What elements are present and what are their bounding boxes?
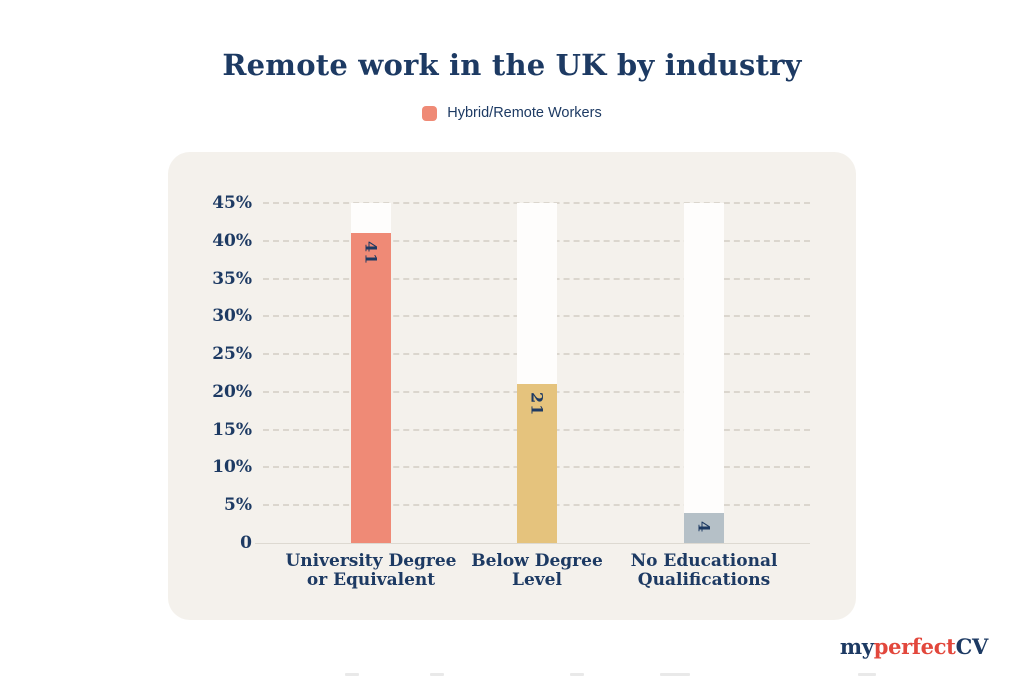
cutoff-text-remnant bbox=[858, 673, 876, 676]
y-tick-label: 35% bbox=[212, 268, 252, 289]
x-category-label: Below Degree Level bbox=[437, 552, 637, 590]
x-category-label-line: Qualifications bbox=[637, 570, 771, 590]
bar-value-label: 4 bbox=[694, 520, 714, 533]
x-category-label-line: Below Degree bbox=[471, 551, 603, 571]
legend: Hybrid/Remote Workers bbox=[0, 105, 1024, 121]
cutoff-text-remnant bbox=[430, 673, 444, 676]
cutoff-text-remnant bbox=[345, 673, 359, 676]
x-axis-baseline bbox=[255, 543, 810, 544]
y-tick-label: 0 bbox=[240, 533, 252, 553]
y-tick-label: 40% bbox=[212, 230, 252, 251]
y-tick-label: 45% bbox=[212, 193, 252, 213]
x-category-label: University Degree or Equivalent bbox=[271, 552, 471, 590]
bar-value-label: 21 bbox=[527, 392, 547, 417]
brand-logo: myperfectCV bbox=[840, 634, 988, 659]
y-tick-label: 30% bbox=[212, 306, 252, 327]
x-category-label-line: University Degree bbox=[285, 551, 457, 571]
y-tick-label: 10% bbox=[212, 457, 252, 478]
x-category-label-line: or Equivalent bbox=[306, 570, 436, 590]
x-category-label: No Educational Qualifications bbox=[604, 552, 804, 590]
bar: 4 bbox=[684, 512, 724, 543]
legend-label: Hybrid/Remote Workers bbox=[447, 105, 602, 121]
brand-logo-part-my: my bbox=[839, 634, 874, 659]
bar-value-label: 41 bbox=[361, 241, 381, 266]
cutoff-text-remnant bbox=[570, 673, 584, 676]
x-category-label-line: Level bbox=[512, 570, 562, 590]
y-tick-label: 5% bbox=[224, 495, 252, 516]
cutoff-text-remnant bbox=[660, 673, 690, 676]
bar: 21 bbox=[517, 384, 557, 543]
chart-title: Remote work in the UK by industry bbox=[222, 48, 802, 83]
y-tick-label: 15% bbox=[212, 419, 252, 440]
chart-panel: 45% 40% 35% 30% 25% 20% 15% 10% 5% 0 41 University … bbox=[168, 152, 856, 620]
brand-logo-part-perfect: perfect bbox=[873, 634, 956, 659]
bar-track bbox=[684, 203, 724, 543]
y-tick-label: 20% bbox=[212, 381, 252, 402]
y-tick-label: 25% bbox=[212, 344, 252, 365]
bar: 41 bbox=[351, 233, 391, 543]
x-category-label-line: No Educational bbox=[630, 551, 778, 571]
legend-swatch-icon bbox=[422, 105, 438, 121]
brand-logo-part-cv: CV bbox=[955, 634, 989, 659]
